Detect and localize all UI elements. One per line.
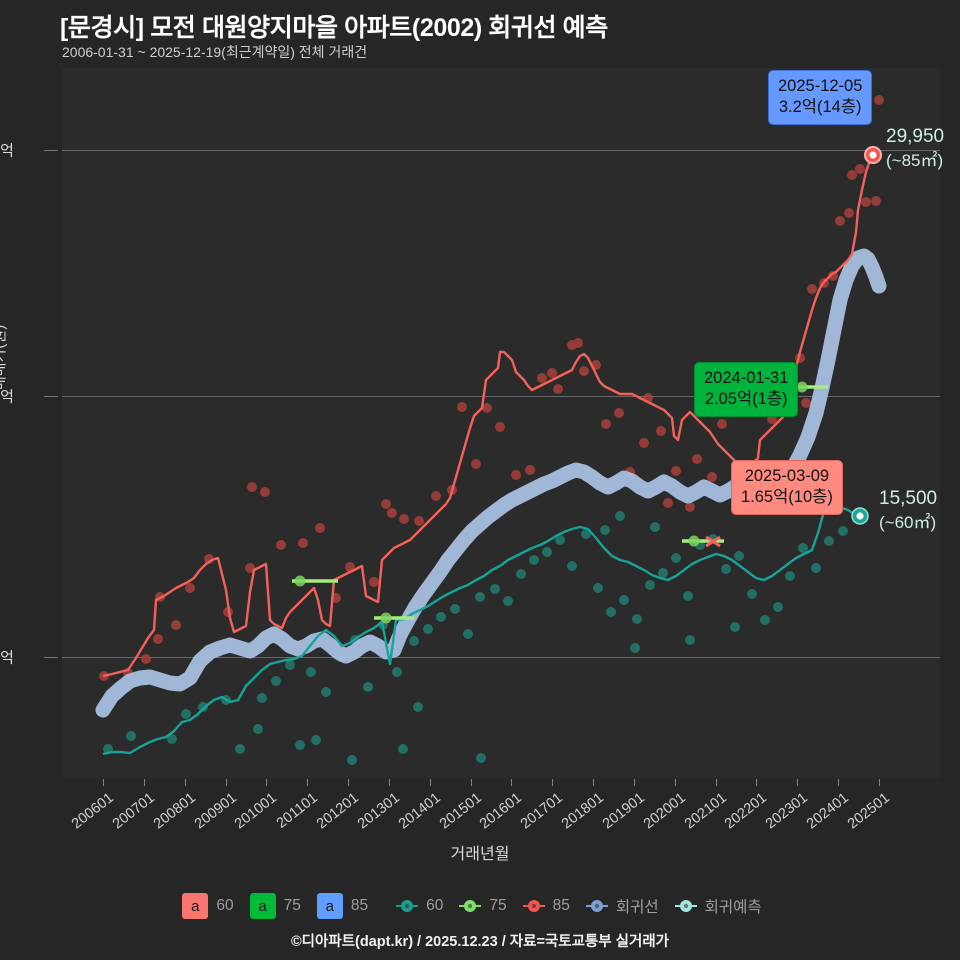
x-tick-mark	[225, 779, 227, 786]
x-tick-mark	[756, 779, 758, 786]
gridline-1eok	[62, 657, 940, 658]
gridline-3eok	[62, 150, 940, 151]
page-subtitle: 2006-01-31 ~ 2025-12-19(최근계약일) 전체 거래건	[62, 44, 368, 60]
page-title: [문경시] 모전 대원양지마을 아파트(2002) 회귀선 예측	[60, 14, 608, 42]
x-tick-mark	[797, 779, 799, 786]
legend-marker-85[interactable]	[522, 898, 545, 914]
marker-cross-red	[705, 535, 721, 548]
ytick-label-3: 3억	[0, 142, 14, 160]
legend-marker-label-회귀예측: 회귀예측	[704, 899, 762, 916]
ytick-dash-1	[44, 657, 58, 658]
scatter-60	[103, 511, 848, 765]
tooltip-green-value: 2.05억(1층)	[704, 390, 788, 409]
tooltip-green-date: 2024-01-31	[704, 369, 789, 387]
endpoint-value-60: 15,500	[879, 488, 938, 509]
x-tick-mark	[103, 779, 104, 786]
legend-swatch-75[interactable]: a	[249, 893, 276, 919]
legend-marker-label-85: 85	[552, 897, 570, 914]
x-tick-mark	[838, 779, 840, 786]
annotation-tooltip-red[interactable]: 2025-03-09 1.65억(10층)	[731, 460, 843, 516]
x-tick-mark	[674, 779, 676, 786]
endpoint-dot-60	[856, 512, 864, 520]
endpoint-value-85: 29,950	[886, 126, 945, 147]
legend-marker-label-회귀선: 회귀선	[615, 899, 659, 916]
ytick-label-1: 1억	[0, 649, 14, 667]
series-75	[292, 381, 828, 624]
legend: a 60 a 75 a 85 60 75 85 회귀선 회귀예측	[0, 888, 960, 924]
legend-swatch-label-60: 60	[216, 897, 234, 914]
x-axis-title: 거래년월	[450, 846, 510, 863]
legend-marker-회귀선[interactable]	[585, 898, 608, 914]
annotation-tooltip-green[interactable]: 2024-01-31 2.05억(1층)	[694, 362, 799, 418]
x-tick-mark	[429, 779, 431, 786]
ytick-dash-2	[44, 396, 58, 397]
x-tick-mark	[879, 779, 880, 786]
scatter-85	[99, 95, 884, 681]
endpoint-area-60: (~60㎡)	[879, 512, 937, 532]
legend-marker-label-75: 75	[489, 897, 507, 914]
legend-swatch-label-85: 85	[350, 897, 369, 914]
legend-swatch-label-75: 75	[283, 897, 301, 914]
endpoint-label-60: 15,500 (~60㎡)	[879, 486, 937, 535]
tooltip-red-date: 2025-03-09	[744, 467, 830, 485]
ytick-dash-3	[44, 150, 58, 151]
endpoint-label-85: 29,950 (~85㎡)	[886, 124, 944, 173]
annotation-tooltip-blue[interactable]: 2025-12-05 3.2억(14층)	[768, 70, 873, 126]
x-tick-mark	[633, 779, 635, 786]
x-tick-mark	[470, 779, 472, 786]
x-tick-mark	[388, 779, 390, 786]
endpoint-area-85: (~85㎡)	[886, 150, 944, 170]
x-tick-mark	[307, 779, 309, 786]
x-tick-mark	[511, 779, 513, 786]
x-tick-mark	[593, 779, 595, 786]
line-60	[102, 506, 861, 756]
legend-marker-60[interactable]	[396, 898, 419, 914]
legend-marker-label-60: 60	[426, 897, 444, 914]
legend-marker-회귀예측[interactable]	[674, 898, 697, 914]
legend-swatch-85[interactable]: a	[316, 893, 343, 919]
ytick-label-2: 2억	[0, 388, 14, 406]
x-tick-mark	[552, 779, 554, 786]
tooltip-blue-value: 3.2억(14층)	[778, 98, 862, 117]
legend-swatch-60[interactable]: a	[182, 893, 209, 919]
x-tick-mark	[143, 779, 145, 786]
gridline-2eok	[62, 396, 940, 397]
x-tick-mark	[184, 779, 186, 786]
x-tick-mark	[715, 779, 717, 786]
tooltip-blue-date: 2025-12-05	[778, 77, 863, 95]
x-tick-mark	[266, 779, 268, 786]
x-tick-mark	[348, 779, 350, 786]
footer-credit: ©디아파트(dapt.kr) / 2025.12.23 / 자료=국토교통부 실…	[290, 934, 670, 950]
legend-marker-75[interactable]	[459, 898, 482, 914]
tooltip-red-value: 1.65억(10층)	[741, 488, 833, 507]
endpoint-dot-85	[869, 151, 877, 159]
